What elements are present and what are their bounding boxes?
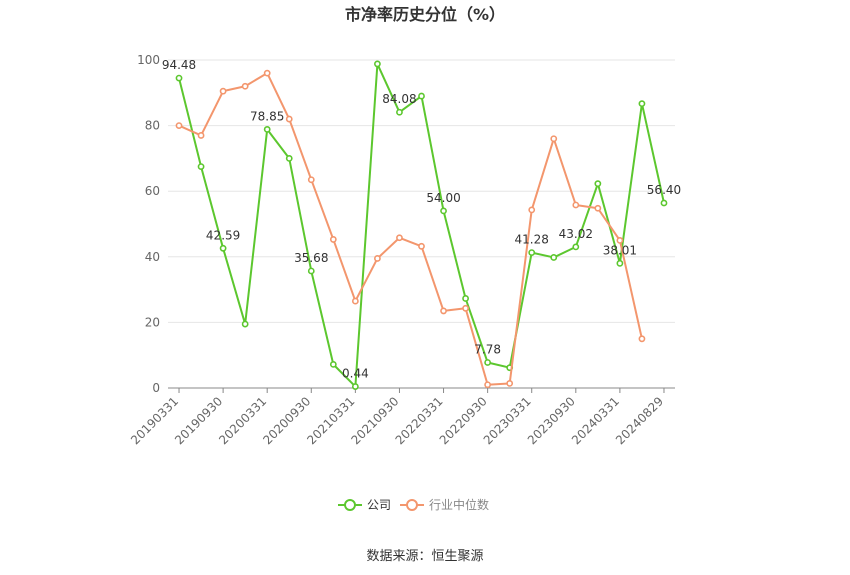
data-point[interactable] [241, 82, 249, 90]
legend-item-industry-median[interactable]: 行业中位数 [400, 497, 489, 512]
data-point[interactable] [197, 163, 205, 170]
data-point[interactable] [329, 236, 337, 243]
x-tick-label: 20240829 [613, 394, 666, 447]
legend[interactable]: 公司 行业中位数 [338, 497, 489, 512]
legend-marker [344, 499, 356, 511]
data-point[interactable] [638, 100, 646, 108]
data-point[interactable] [418, 92, 425, 100]
data-label: 56.40 [647, 183, 681, 197]
data-point[interactable] [351, 297, 359, 305]
data-point[interactable] [396, 108, 403, 116]
data-label: 94.48 [162, 58, 196, 72]
data-point[interactable] [263, 125, 271, 133]
legend-marker [406, 499, 418, 511]
data-point[interactable] [241, 320, 249, 328]
data-point[interactable] [175, 122, 183, 129]
y-tick-label: 40 [145, 250, 160, 264]
data-point[interactable] [307, 176, 315, 184]
data-point[interactable] [197, 132, 205, 139]
series-industry-median [175, 69, 646, 389]
data-point[interactable] [616, 236, 624, 244]
data-label: 41.28 [515, 233, 549, 247]
y-tick-label: 0 [152, 381, 160, 395]
data-point[interactable] [660, 199, 668, 207]
data-point[interactable] [219, 244, 227, 252]
data-point[interactable] [550, 135, 558, 143]
data-label: 38.01 [603, 243, 637, 257]
data-point[interactable] [219, 87, 227, 95]
data-point[interactable] [175, 74, 183, 82]
y-tick-label: 60 [145, 184, 160, 198]
data-point[interactable] [572, 201, 580, 209]
data-point[interactable] [484, 359, 492, 366]
y-tick-label: 100 [137, 53, 160, 67]
data-point[interactable] [638, 335, 646, 343]
data-point[interactable] [462, 304, 469, 312]
y-axis: 0 20 40 60 80 100 [137, 53, 160, 395]
data-point[interactable] [616, 259, 624, 267]
data-point[interactable] [528, 206, 536, 214]
data-point[interactable] [329, 360, 337, 368]
data-point[interactable] [440, 207, 447, 215]
y-tick-label: 20 [145, 315, 160, 329]
legend-label: 行业中位数 [429, 497, 489, 512]
data-point[interactable] [550, 254, 558, 261]
data-point[interactable] [484, 381, 492, 389]
data-labels: 94.48 42.59 78.85 35.68 0.44 84.08 54.00 7.78 41… [162, 58, 681, 380]
y-tick-label: 80 [145, 119, 160, 133]
data-point[interactable] [506, 380, 514, 387]
legend-item-company[interactable]: 公司 [338, 498, 391, 512]
data-point[interactable] [528, 249, 536, 257]
data-point[interactable] [594, 204, 602, 212]
x-axis: 2019033120190930202003312020093020210331… [128, 387, 675, 447]
data-label: 78.85 [250, 109, 284, 123]
data-point[interactable] [374, 255, 381, 262]
series-company [175, 60, 668, 390]
data-point[interactable] [351, 383, 359, 390]
data-point[interactable] [462, 295, 469, 302]
data-point[interactable] [396, 234, 403, 242]
data-label: 0.44 [342, 367, 369, 381]
data-point[interactable] [440, 307, 447, 315]
data-point[interactable] [285, 154, 293, 162]
series-layer [175, 60, 668, 390]
data-point[interactable] [572, 243, 580, 251]
data-point[interactable] [307, 267, 315, 275]
data-point[interactable] [594, 180, 602, 188]
chart-title: 市净率历史分位（%） [345, 5, 505, 24]
data-point[interactable] [418, 242, 425, 250]
data-label: 43.02 [559, 227, 593, 241]
series-line [178, 72, 643, 386]
data-point[interactable] [374, 60, 381, 68]
data-label: 84.08 [382, 92, 416, 106]
legend-label: 公司 [367, 498, 391, 512]
data-point[interactable] [285, 115, 293, 123]
source-text: 数据来源：恒生聚源 [366, 549, 483, 564]
data-label: 42.59 [206, 228, 240, 242]
data-label: 7.78 [474, 342, 501, 356]
data-label: 35.68 [294, 251, 328, 265]
data-point[interactable] [263, 69, 271, 77]
data-label: 54.00 [426, 191, 460, 205]
